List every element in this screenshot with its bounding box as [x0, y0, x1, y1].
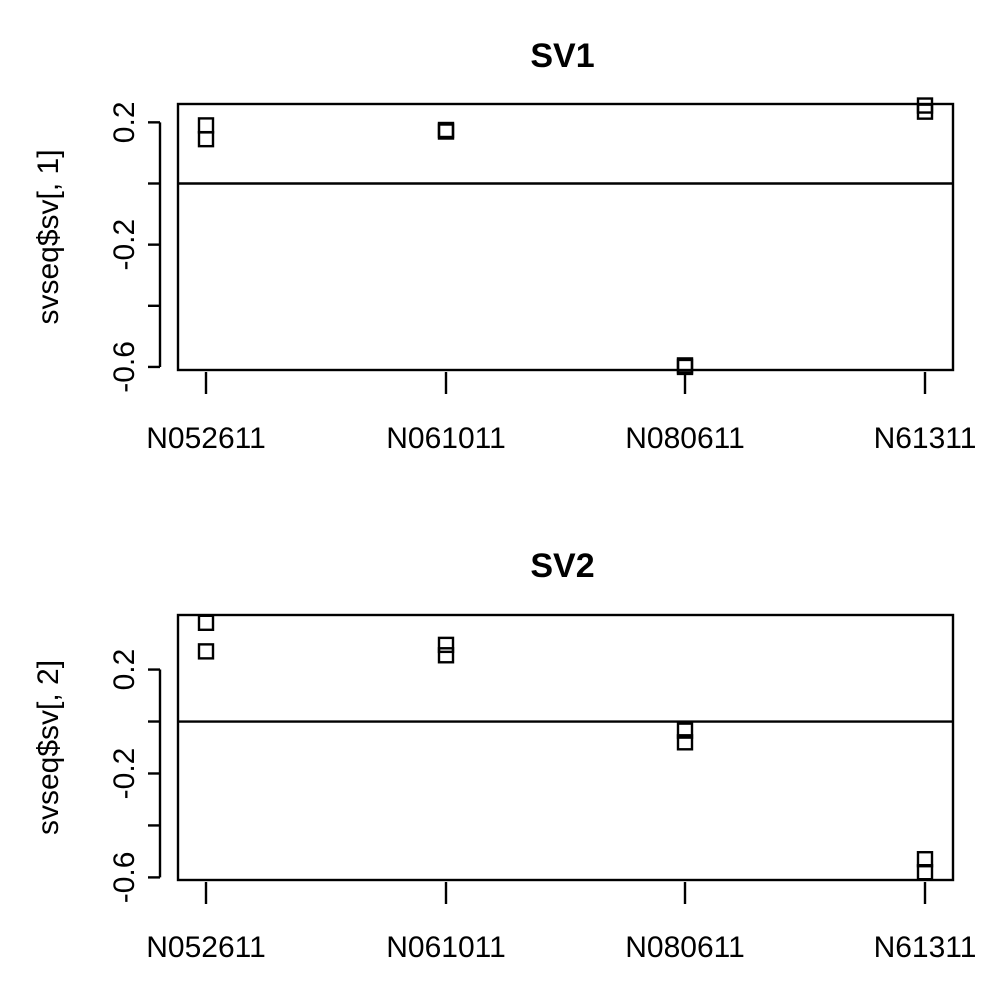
- x-tick-label: N080611: [625, 931, 745, 964]
- plot-frame: [176, 613, 955, 882]
- data-point: [676, 357, 694, 374]
- data-point: [197, 130, 215, 148]
- data-point: [676, 734, 694, 751]
- data-point: [437, 647, 455, 664]
- y-tick-label: 0.2: [108, 101, 141, 143]
- x-tick-label: N052611: [146, 931, 266, 964]
- y-tick-label: -0.6: [108, 852, 141, 904]
- data-point: [916, 103, 934, 120]
- data-point: [676, 722, 694, 739]
- data-point: [437, 123, 455, 140]
- x-tick-label: N61311: [874, 931, 977, 964]
- data-point: [197, 117, 215, 134]
- y-tick-label: 0.2: [108, 649, 141, 691]
- y-axis-label: svseq$sv[, 2]: [32, 660, 65, 835]
- y-tick-label: -0.6: [108, 341, 141, 393]
- y-tick-label: -0.2: [108, 748, 141, 800]
- chart-title: SV2: [530, 547, 594, 585]
- x-tick-label: N061011: [386, 931, 506, 964]
- y-tick-label: -0.2: [108, 219, 141, 271]
- chart-title: SV1: [530, 37, 594, 75]
- x-tick-label: N061011: [386, 422, 506, 455]
- x-tick-label: N61311: [874, 422, 977, 455]
- data-point: [197, 643, 215, 660]
- plot-frame: [176, 102, 955, 372]
- x-tick-label: N080611: [625, 422, 745, 455]
- data-point: [437, 636, 455, 654]
- y-axis-label: svseq$sv[, 1]: [32, 149, 65, 324]
- x-tick-label: N052611: [146, 422, 266, 455]
- data-point: [197, 614, 215, 631]
- data-point: [916, 864, 934, 881]
